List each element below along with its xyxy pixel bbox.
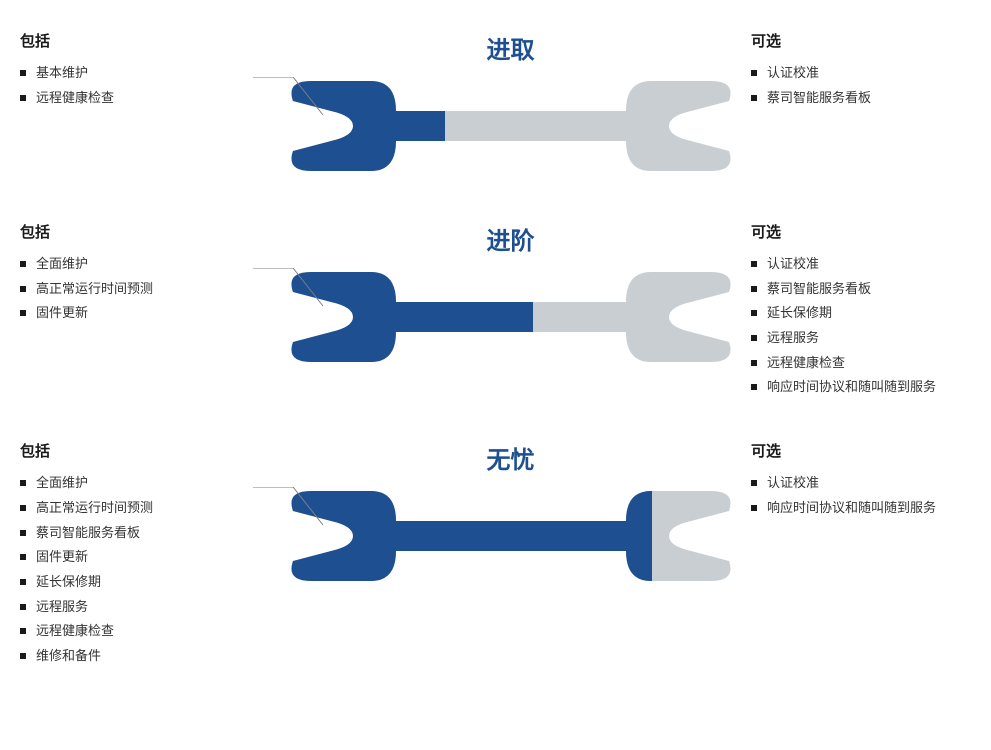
- list-item: 蔡司智能服务看板: [751, 86, 971, 111]
- wrench-wrap: [291, 262, 731, 372]
- list-item: 远程服务: [20, 595, 270, 620]
- optional-title: 可选: [751, 440, 971, 461]
- tier-row-0: 包括基本维护远程健康检查 进取 可选认证校准蔡司智能服务看板: [20, 30, 971, 181]
- optional-column: 可选认证校准响应时间协议和随叫随到服务: [741, 440, 971, 669]
- included-title: 包括: [20, 221, 270, 242]
- list-item: 远程健康检查: [20, 619, 270, 644]
- wrench-column: 进取: [280, 30, 741, 181]
- optional-list: 认证校准蔡司智能服务看板延长保修期远程服务远程健康检查响应时间协议和随叫随到服务: [751, 252, 971, 400]
- wrench-column: 无忧: [280, 440, 741, 669]
- included-title: 包括: [20, 440, 270, 461]
- list-item: 全面维护: [20, 471, 270, 496]
- included-list: 全面维护高正常运行时间预测固件更新: [20, 252, 270, 326]
- list-item: 延长保修期: [751, 301, 971, 326]
- optional-list: 认证校准蔡司智能服务看板: [751, 61, 971, 110]
- tier-title: 进取: [487, 30, 535, 65]
- list-item: 维修和备件: [20, 644, 270, 669]
- wrench-icon: [291, 262, 731, 372]
- included-list: 基本维护远程健康检查: [20, 61, 270, 110]
- list-item: 固件更新: [20, 545, 270, 570]
- wrench-column: 进阶: [280, 221, 741, 400]
- included-column: 包括全面维护高正常运行时间预测蔡司智能服务看板固件更新延长保修期远程服务远程健康…: [20, 440, 280, 669]
- list-item: 远程健康检查: [751, 351, 971, 376]
- tier-title: 进阶: [487, 221, 535, 256]
- optional-column: 可选认证校准蔡司智能服务看板: [741, 30, 971, 181]
- list-item: 认证校准: [751, 61, 971, 86]
- tier-row-1: 包括全面维护高正常运行时间预测固件更新 进阶 可选认证校准蔡司智能服务看板延长保修…: [20, 221, 971, 400]
- list-item: 响应时间协议和随叫随到服务: [751, 496, 971, 521]
- list-item: 认证校准: [751, 252, 971, 277]
- included-title: 包括: [20, 30, 270, 51]
- list-item: 基本维护: [20, 61, 270, 86]
- list-item: 高正常运行时间预测: [20, 277, 270, 302]
- wrench-wrap: [291, 481, 731, 591]
- list-item: 远程服务: [751, 326, 971, 351]
- list-item: 蔡司智能服务看板: [20, 521, 270, 546]
- included-column: 包括基本维护远程健康检查: [20, 30, 280, 181]
- wrench-wrap: [291, 71, 731, 181]
- list-item: 全面维护: [20, 252, 270, 277]
- wrench-icon: [291, 481, 731, 591]
- optional-title: 可选: [751, 221, 971, 242]
- list-item: 固件更新: [20, 301, 270, 326]
- list-item: 高正常运行时间预测: [20, 496, 270, 521]
- optional-list: 认证校准响应时间协议和随叫随到服务: [751, 471, 971, 520]
- optional-title: 可选: [751, 30, 971, 51]
- list-item: 延长保修期: [20, 570, 270, 595]
- included-list: 全面维护高正常运行时间预测蔡司智能服务看板固件更新延长保修期远程服务远程健康检查…: [20, 471, 270, 669]
- tier-row-2: 包括全面维护高正常运行时间预测蔡司智能服务看板固件更新延长保修期远程服务远程健康…: [20, 440, 971, 669]
- list-item: 远程健康检查: [20, 86, 270, 111]
- included-column: 包括全面维护高正常运行时间预测固件更新: [20, 221, 280, 400]
- list-item: 蔡司智能服务看板: [751, 277, 971, 302]
- optional-column: 可选认证校准蔡司智能服务看板延长保修期远程服务远程健康检查响应时间协议和随叫随到…: [741, 221, 971, 400]
- list-item: 响应时间协议和随叫随到服务: [751, 375, 971, 400]
- list-item: 认证校准: [751, 471, 971, 496]
- tier-title: 无忧: [487, 440, 535, 475]
- wrench-icon: [291, 71, 731, 181]
